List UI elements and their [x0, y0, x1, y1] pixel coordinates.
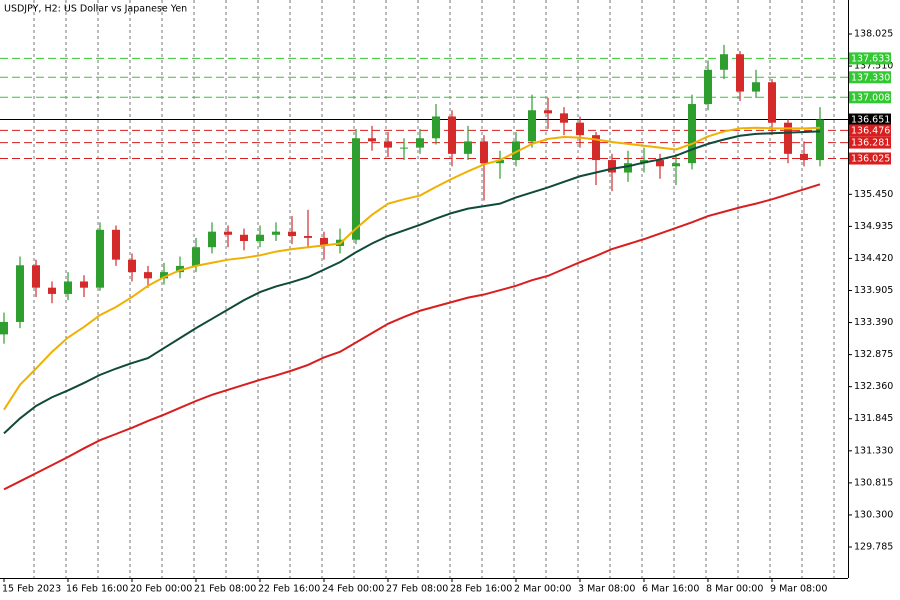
y-tick-label: 133.905	[854, 285, 893, 296]
y-tick-label: 137.510	[854, 61, 893, 72]
moving-average-line	[3, 130, 821, 435]
candle-body	[320, 237, 328, 246]
candle-body	[768, 82, 776, 123]
candle-body	[736, 54, 744, 92]
candle-body	[432, 116, 440, 139]
candle-body	[448, 116, 456, 154]
candle-body	[224, 231, 232, 235]
candle-body	[672, 163, 680, 167]
candle-body	[784, 122, 792, 154]
candle-body	[800, 153, 808, 161]
x-tick-label: 27 Feb 08:00	[386, 584, 448, 595]
candle-body	[208, 231, 216, 248]
moving-average-line	[3, 183, 821, 491]
y-tick-label: 135.450	[854, 189, 893, 200]
candle-body	[592, 135, 600, 161]
moving-average-line	[3, 126, 821, 411]
candle-body	[464, 141, 472, 154]
level-label: 137.633	[851, 53, 890, 64]
candle-body	[288, 231, 296, 237]
y-tick-label: 131.330	[854, 445, 893, 456]
candle-body	[64, 281, 72, 294]
y-tick-label: 130.815	[854, 477, 893, 488]
candle-body	[416, 138, 424, 148]
candle-body	[304, 236, 312, 238]
x-tick-label: 22 Feb 16:00	[258, 584, 320, 595]
candle-body	[160, 272, 168, 279]
y-tick-label: 133.390	[854, 317, 893, 328]
candle-body	[240, 234, 248, 241]
x-tick-label: 15 Feb 2023	[2, 584, 61, 595]
candle-body	[80, 281, 88, 288]
level-label: 136.025	[851, 154, 890, 165]
candle-body	[816, 119, 824, 161]
x-tick-label: 20 Feb 00:00	[130, 584, 192, 595]
y-tick-label: 132.875	[854, 349, 893, 360]
candle-body	[112, 229, 120, 260]
candle-body	[512, 141, 520, 161]
level-label: 137.330	[851, 72, 890, 83]
y-tick-label: 134.420	[854, 253, 893, 264]
candle-body	[384, 141, 392, 148]
y-tick-label: 129.785	[854, 541, 893, 552]
x-tick-label: 8 Mar 00:00	[706, 584, 763, 595]
level-label: 136.476	[851, 125, 890, 136]
level-label-box	[849, 52, 891, 65]
candle-body	[528, 110, 536, 142]
candle-body	[256, 234, 264, 241]
candle-body	[96, 229, 104, 288]
candle-body	[544, 110, 552, 114]
level-label: 136.281	[851, 138, 890, 149]
x-tick-label: 6 Mar 16:00	[642, 584, 699, 595]
candle-body	[192, 247, 200, 266]
candle-body	[32, 265, 40, 288]
candle-body	[272, 231, 280, 235]
x-tick-label: 21 Feb 08:00	[194, 584, 256, 595]
candle-body	[608, 160, 616, 173]
y-tick-label: 134.935	[854, 221, 893, 232]
candle-body	[128, 259, 136, 273]
candle-body	[624, 163, 632, 173]
x-tick-label: 2 Mar 00:00	[514, 584, 571, 595]
candle-body	[480, 141, 488, 164]
level-label-box	[849, 124, 891, 137]
candle-body	[752, 82, 760, 92]
level-label-box	[849, 113, 891, 126]
y-tick-label: 130.300	[854, 509, 893, 520]
candle-body	[16, 265, 24, 322]
candle-body	[176, 265, 184, 273]
candle-body	[368, 138, 376, 142]
level-label-box	[849, 152, 891, 165]
candle-body	[560, 113, 568, 123]
candle-body	[688, 104, 696, 164]
x-tick-label: 9 Mar 08:00	[770, 584, 827, 595]
x-tick-label: 24 Feb 00:00	[322, 584, 384, 595]
y-tick-label: 132.360	[854, 381, 893, 392]
level-label-box	[849, 136, 891, 149]
level-label: 136.651	[851, 115, 890, 126]
x-tick-label: 3 Mar 08:00	[578, 584, 635, 595]
candle-body	[656, 160, 664, 167]
x-tick-label: 28 Feb 16:00	[450, 584, 512, 595]
level-label-box	[849, 71, 891, 84]
chart-title: USDJPY, H2: US Dollar vs Japanese Yen	[4, 4, 187, 15]
level-label: 137.008	[851, 92, 890, 103]
candle-body	[720, 54, 728, 70]
x-tick-label: 16 Feb 16:00	[66, 584, 128, 595]
candle-body	[576, 122, 584, 136]
candle-body	[48, 287, 56, 294]
candle-body	[144, 272, 152, 279]
candle-body	[704, 69, 712, 105]
candle-body	[496, 160, 504, 164]
candle-body	[0, 321, 8, 335]
y-tick-label: 138.025	[854, 28, 893, 39]
level-label-box	[849, 91, 891, 104]
candle-body	[352, 138, 360, 240]
y-tick-label: 131.845	[854, 413, 893, 424]
candle-body	[400, 147, 408, 149]
